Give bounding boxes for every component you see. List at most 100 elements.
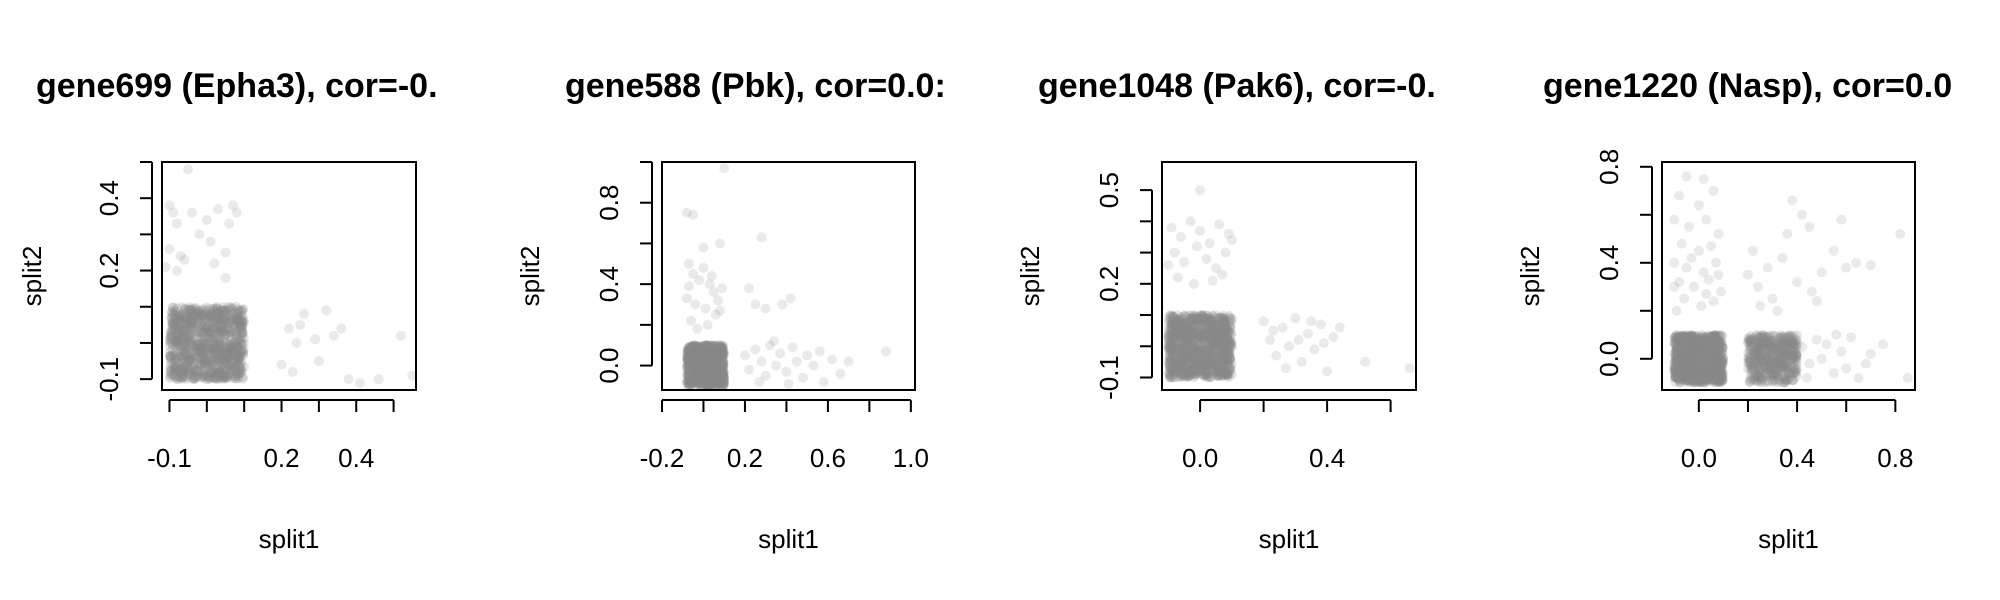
data-point bbox=[1713, 342, 1724, 353]
y-tick-label: 0.0 bbox=[594, 347, 624, 383]
data-point bbox=[1699, 351, 1710, 362]
data-point bbox=[1686, 368, 1697, 379]
data-point bbox=[1772, 360, 1783, 371]
data-point bbox=[1220, 313, 1231, 324]
data-point bbox=[1177, 346, 1188, 357]
data-point bbox=[698, 357, 709, 368]
data-point bbox=[1683, 335, 1694, 346]
data-point bbox=[197, 347, 208, 358]
data-point bbox=[182, 313, 193, 324]
data-point bbox=[1763, 361, 1774, 372]
data-point bbox=[239, 361, 250, 372]
data-point bbox=[1196, 310, 1207, 321]
data-point bbox=[1176, 326, 1187, 337]
data-point bbox=[233, 370, 244, 381]
data-point bbox=[1702, 358, 1713, 369]
data-point bbox=[697, 371, 708, 382]
data-point bbox=[214, 309, 225, 320]
data-point bbox=[689, 355, 700, 366]
data-point bbox=[1171, 326, 1182, 337]
data-point bbox=[214, 311, 225, 322]
data-point bbox=[1709, 364, 1720, 375]
data-point bbox=[185, 323, 196, 334]
data-point bbox=[184, 305, 195, 316]
data-point bbox=[700, 348, 711, 359]
data-point bbox=[687, 361, 698, 372]
data-point bbox=[1188, 361, 1199, 372]
data-point bbox=[1681, 262, 1692, 273]
data-point bbox=[685, 342, 696, 353]
data-point bbox=[1203, 313, 1214, 324]
data-point bbox=[1686, 364, 1697, 375]
data-point bbox=[1672, 368, 1683, 379]
data-point bbox=[1766, 336, 1777, 347]
data-point bbox=[200, 332, 211, 343]
data-point bbox=[182, 315, 193, 326]
data-point bbox=[1681, 345, 1692, 356]
data-point bbox=[207, 365, 218, 376]
data-point bbox=[1208, 348, 1219, 359]
data-point bbox=[1181, 370, 1192, 381]
data-point bbox=[712, 377, 723, 388]
data-point bbox=[1178, 328, 1189, 339]
data-point bbox=[1765, 347, 1776, 358]
data-point bbox=[1165, 315, 1176, 326]
data-point bbox=[1207, 310, 1218, 321]
data-point bbox=[217, 314, 228, 325]
data-point bbox=[1207, 315, 1218, 326]
data-point bbox=[1687, 363, 1698, 374]
data-point bbox=[718, 350, 729, 361]
data-point bbox=[717, 364, 728, 375]
data-point bbox=[197, 310, 208, 321]
data-point bbox=[1224, 348, 1235, 359]
data-point bbox=[682, 377, 693, 388]
data-point bbox=[713, 357, 724, 368]
data-point bbox=[236, 320, 247, 331]
data-point bbox=[1225, 339, 1236, 350]
y-axis-label: split2 bbox=[1015, 246, 1045, 307]
data-point bbox=[1197, 345, 1208, 356]
data-point bbox=[1188, 332, 1199, 343]
data-point bbox=[1715, 377, 1726, 388]
data-point bbox=[1205, 340, 1216, 351]
data-point bbox=[1671, 347, 1682, 358]
data-point bbox=[717, 357, 728, 368]
data-point bbox=[717, 373, 728, 384]
data-point bbox=[228, 338, 239, 349]
data-point bbox=[701, 357, 712, 368]
data-point bbox=[287, 366, 298, 377]
data-point bbox=[1177, 330, 1188, 341]
data-point bbox=[1707, 370, 1718, 381]
data-point bbox=[715, 367, 726, 378]
data-point bbox=[1690, 361, 1701, 372]
data-point bbox=[1700, 336, 1711, 347]
data-point bbox=[220, 352, 231, 363]
data-point bbox=[235, 349, 246, 360]
data-point bbox=[1701, 376, 1712, 387]
data-point bbox=[1746, 363, 1757, 374]
data-point bbox=[698, 370, 709, 381]
data-point bbox=[1704, 346, 1715, 357]
data-point bbox=[1221, 367, 1232, 378]
data-point bbox=[1762, 364, 1773, 375]
data-point bbox=[198, 352, 209, 363]
data-point bbox=[1220, 341, 1231, 352]
data-point bbox=[190, 346, 201, 357]
data-point bbox=[1711, 367, 1722, 378]
data-point bbox=[1711, 330, 1722, 341]
data-point bbox=[687, 367, 698, 378]
data-point bbox=[222, 347, 233, 358]
data-point bbox=[1674, 333, 1685, 344]
data-point bbox=[1691, 350, 1702, 361]
data-point bbox=[199, 370, 210, 381]
data-point bbox=[181, 326, 192, 337]
data-point bbox=[226, 304, 237, 315]
data-point bbox=[880, 346, 891, 357]
data-point bbox=[185, 365, 196, 376]
data-point bbox=[709, 366, 720, 377]
data-point bbox=[1678, 360, 1689, 371]
data-point bbox=[1745, 341, 1756, 352]
data-point bbox=[1700, 339, 1711, 350]
data-point bbox=[1764, 338, 1775, 349]
data-point bbox=[711, 357, 722, 368]
